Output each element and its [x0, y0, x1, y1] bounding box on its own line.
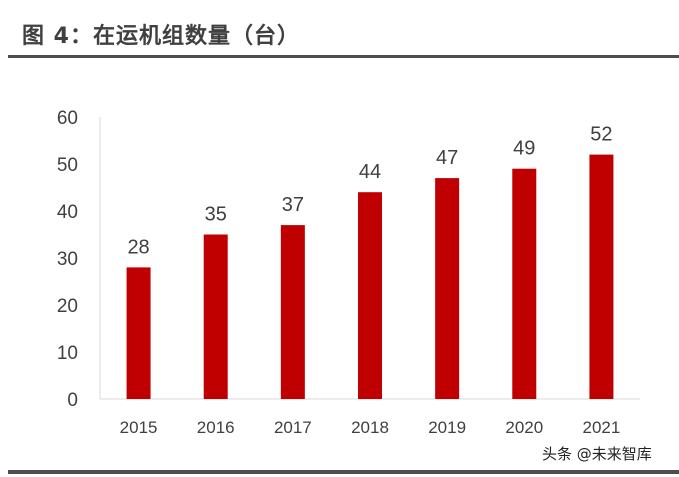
y-tick-label: 50	[57, 155, 78, 176]
data-label: 28	[127, 236, 149, 258]
y-tick-label: 0	[67, 390, 78, 411]
x-tick-label: 2017	[274, 418, 312, 437]
bar-2019	[435, 178, 460, 399]
bar-2015	[126, 267, 151, 399]
title-divider	[8, 55, 679, 58]
y-tick-label: 30	[57, 249, 78, 270]
bar-2017	[280, 225, 305, 399]
x-tick-label: 2019	[428, 418, 466, 437]
watermark: 头条 @未来智库	[542, 445, 652, 463]
chart-title: 图 4：在运机组数量（台）	[22, 24, 300, 49]
bar-2016	[203, 234, 228, 399]
x-tick-label: 2020	[505, 418, 543, 437]
y-tick-label: 40	[57, 202, 78, 223]
data-label: 49	[513, 138, 535, 160]
bar-2021	[589, 154, 614, 399]
data-label: 52	[590, 124, 612, 146]
bar-2018	[358, 192, 382, 399]
y-tick-label: 10	[57, 343, 78, 364]
y-tick-label: 20	[57, 296, 78, 317]
x-tick-label: 2018	[351, 418, 389, 437]
bottom-divider	[8, 470, 679, 474]
y-tick-label: 60	[57, 108, 78, 129]
x-tick-label: 2021	[583, 418, 621, 437]
data-label: 35	[205, 204, 227, 226]
data-label: 47	[436, 147, 458, 169]
data-label: 37	[282, 194, 304, 216]
x-tick-label: 2015	[120, 418, 158, 437]
data-label: 44	[359, 161, 381, 183]
bar-2020	[512, 168, 537, 399]
x-tick-label: 2016	[197, 418, 235, 437]
